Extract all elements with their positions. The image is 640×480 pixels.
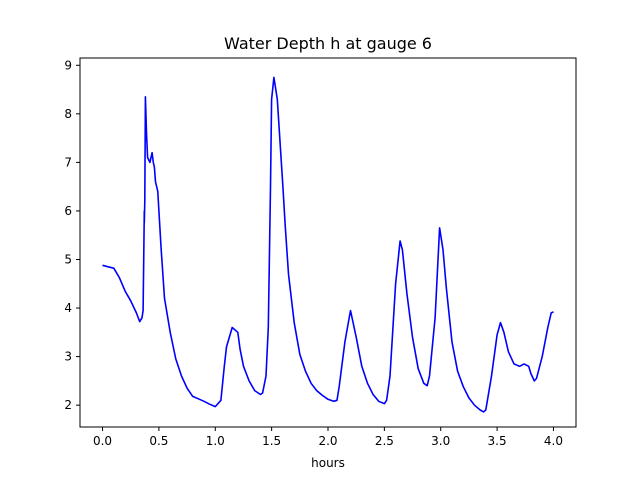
y-tick-label: 5 [64,252,72,266]
x-tick-label: 1.5 [262,434,281,448]
x-tick-label: 0.0 [93,434,112,448]
x-tick-label: 0.5 [149,434,168,448]
y-tick-label: 3 [64,350,72,364]
x-tick-label: 3.5 [488,434,507,448]
x-tick-label: 3.0 [431,434,450,448]
x-axis: 0.0 0.5 1.0 1.5 2.0 2.5 3.0 3.5 4.0 [93,427,563,448]
x-tick-label: 1.0 [206,434,225,448]
plot-area [80,58,576,427]
y-tick-label: 7 [64,155,72,169]
x-tick-label: 2.0 [318,434,337,448]
chart-title: Water Depth h at gauge 6 [224,34,432,53]
x-tick-label: 4.0 [544,434,563,448]
y-tick-label: 4 [64,301,72,315]
x-axis-label: hours [311,456,345,470]
y-axis: 2 3 4 5 6 7 8 9 [64,58,80,412]
y-tick-label: 9 [64,58,72,72]
x-tick-label: 2.5 [375,434,394,448]
y-tick-label: 2 [64,398,72,412]
y-tick-label: 8 [64,107,72,121]
series-line [102,76,554,413]
y-tick-label: 6 [64,204,72,218]
series-layer [102,76,554,413]
